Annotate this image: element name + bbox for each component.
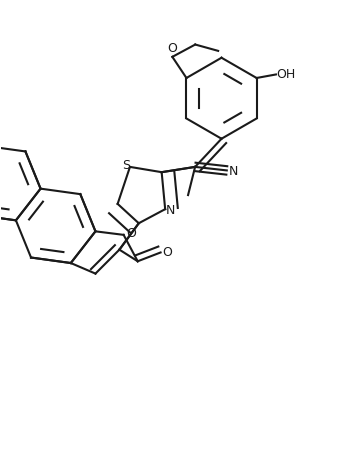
Text: N: N (166, 204, 175, 217)
Text: O: O (162, 246, 172, 259)
Text: N: N (229, 165, 238, 178)
Text: O: O (168, 42, 177, 55)
Text: S: S (122, 159, 130, 171)
Text: OH: OH (277, 68, 296, 81)
Text: O: O (126, 227, 136, 239)
